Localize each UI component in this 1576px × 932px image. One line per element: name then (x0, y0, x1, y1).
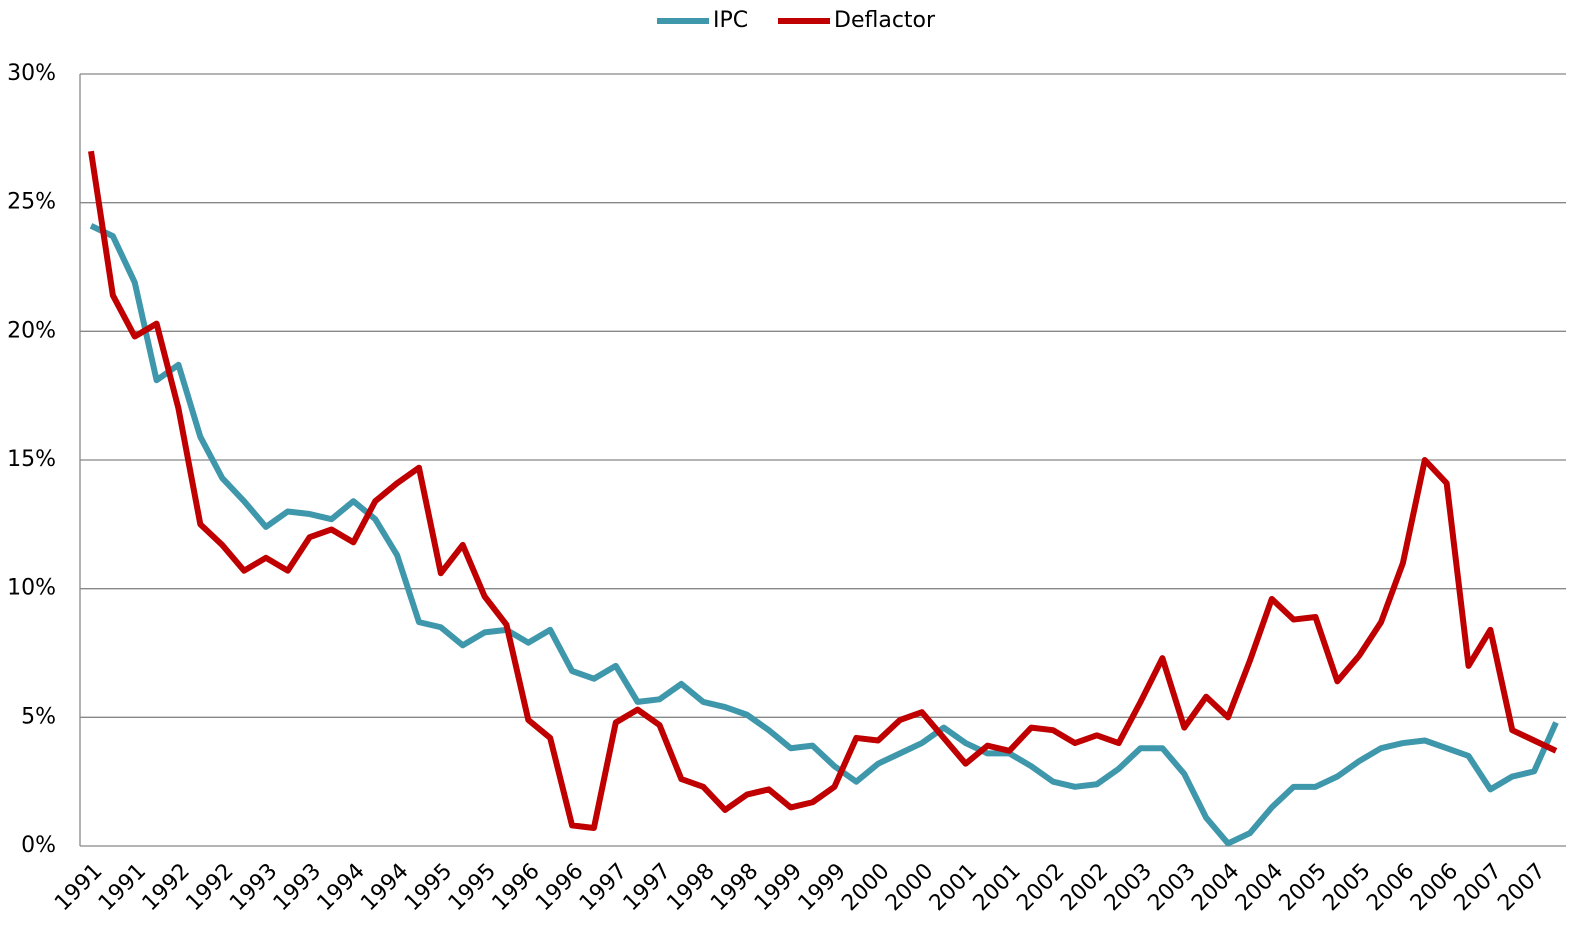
x-tick-label: 2000 (881, 859, 938, 916)
x-tick-label: 2001 (969, 859, 1026, 916)
y-tick-label: 5% (21, 704, 56, 729)
x-tick-label: 1998 (706, 859, 763, 916)
x-tick-label: 1998 (662, 859, 719, 916)
y-tick-label: 20% (7, 318, 56, 343)
x-tick-label: 1993 (225, 859, 282, 916)
y-tick-label: 10% (7, 576, 56, 601)
x-tick-label: 1991 (50, 859, 107, 916)
y-tick-label: 0% (21, 833, 56, 858)
y-tick-label: 15% (7, 447, 56, 472)
y-tick-label: 25% (7, 190, 56, 215)
x-tick-label: 2001 (925, 859, 982, 916)
legend-label: IPC (713, 8, 748, 33)
x-tick-label: 2007 (1493, 859, 1550, 916)
x-tick-label: 2004 (1187, 859, 1244, 916)
x-tick-label: 2006 (1406, 859, 1463, 916)
x-tick-label: 1999 (750, 859, 807, 916)
x-tick-label: 2005 (1275, 859, 1332, 916)
x-tick-label: 1994 (313, 859, 370, 916)
x-tick-label: 2000 (837, 859, 894, 916)
x-tick-label: 1992 (181, 859, 238, 916)
x-tick-label: 2002 (1012, 859, 1069, 916)
x-tick-label: 1995 (444, 859, 501, 916)
x-tick-label: 1992 (138, 859, 195, 916)
x-tick-label: 2005 (1318, 859, 1375, 916)
x-tick-label: 1996 (488, 859, 545, 916)
line-series (88, 150, 1558, 831)
x-tick-label: 2004 (1231, 859, 1288, 916)
x-tick-label: 2003 (1143, 859, 1200, 916)
line-series (89, 223, 1559, 847)
x-tick-label: 1999 (794, 859, 851, 916)
legend-label: Deflactor (834, 8, 936, 33)
x-tick-label: 1991 (94, 859, 151, 916)
x-tick-label: 2003 (1100, 859, 1157, 916)
x-tick-label: 2007 (1450, 859, 1507, 916)
x-tick-label: 1996 (531, 859, 588, 916)
x-tick-label: 2002 (1056, 859, 1113, 916)
x-tick-label: 1997 (575, 859, 632, 916)
x-tick-label: 1995 (400, 859, 457, 916)
x-tick-label: 2006 (1362, 859, 1419, 916)
x-tick-label: 1993 (269, 859, 326, 916)
x-tick-label: 1994 (356, 859, 413, 916)
y-tick-label: 30% (7, 61, 56, 86)
x-tick-label: 1997 (619, 859, 676, 916)
